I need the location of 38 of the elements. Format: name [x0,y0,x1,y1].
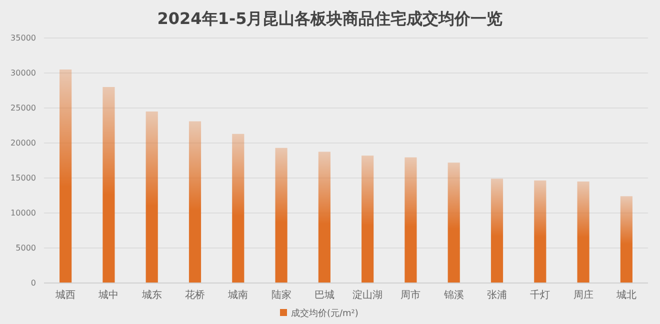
bar [102,87,115,283]
bar [275,148,288,283]
x-tick-label: 花桥 [185,289,205,301]
x-tick-label: 锦溪 [442,289,464,301]
x-tick-label: 城中 [98,289,119,301]
x-tick-label: 城西 [54,289,76,301]
bar [577,182,590,283]
bar [534,180,546,283]
y-tick-label: 20000 [10,138,36,148]
bar [188,121,202,283]
y-tick-label: 15000 [10,174,36,183]
x-tick-label: 巴城 [314,289,334,301]
chart-title: 2024年1-5月昆山各板块商品住宅成交均价一览 [157,9,503,28]
y-tick-label: 0 [30,278,36,288]
y-tick-label: 35000 [10,34,36,43]
x-tick-label: 周庄 [573,289,594,301]
x-tick-label: 张浦 [487,289,507,301]
bar [362,156,374,283]
x-tick-label: 淀山湖 [352,289,383,301]
legend-label: 成交均价(元/m²) [291,308,358,319]
x-tick-label: 城东 [140,289,162,301]
bar [404,157,417,283]
bar [318,152,330,283]
bar [490,178,504,283]
x-tick-label: 城北 [615,289,636,301]
x-tick-label: 周市 [400,289,421,301]
bar [232,134,244,283]
bar [620,196,632,283]
bar [146,112,158,283]
bar [60,70,72,283]
x-tick-label: 城南 [227,289,248,301]
y-tick-label: 25000 [10,104,36,113]
y-tick-label: 5000 [16,244,36,253]
x-tick-label: 千灯 [530,289,550,301]
y-tick-label: 10000 [10,208,36,218]
x-tick-label: 陆家 [271,289,292,301]
y-tick-label: 30000 [10,68,36,78]
bar [448,162,460,283]
